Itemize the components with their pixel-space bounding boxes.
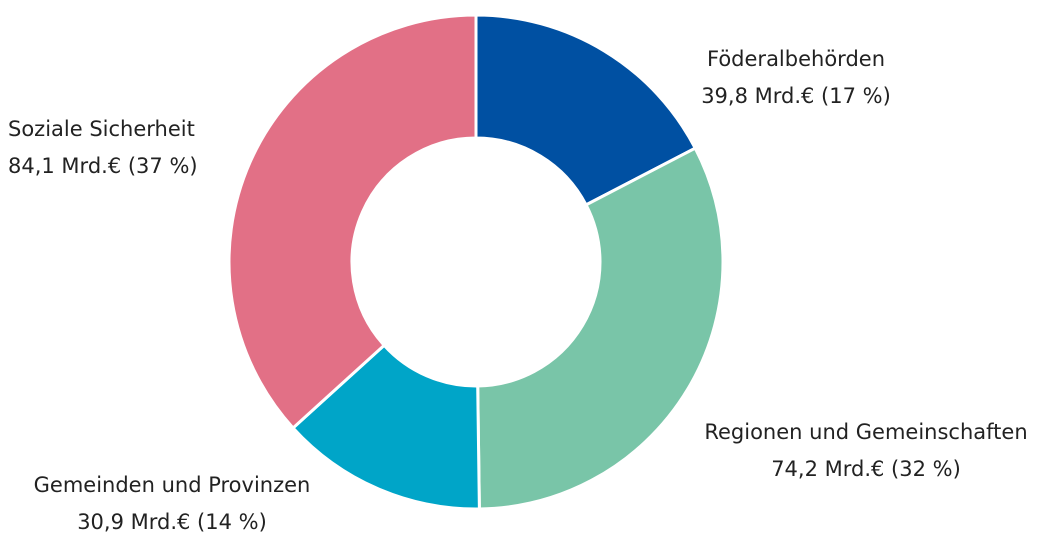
donut-segment: [476, 146, 725, 511]
segment-value-label: 30,9 Mrd.€ (14 %): [77, 510, 267, 534]
segment-label: Soziale Sicherheit: [8, 117, 195, 141]
donut-segment: [227, 13, 478, 431]
segment-label: Föderalbehörden: [707, 47, 885, 71]
donut-segment: [474, 13, 698, 207]
segment-label: Regionen und Gemeinschaften: [704, 420, 1027, 444]
segment-value-label: 39,8 Mrd.€ (17 %): [701, 84, 891, 108]
segment-value-label: 84,1 Mrd.€ (37 %): [8, 154, 198, 178]
segment-label: Gemeinden und Provinzen: [34, 473, 311, 497]
segment-value-label: 74,2 Mrd.€ (32 %): [771, 457, 961, 481]
